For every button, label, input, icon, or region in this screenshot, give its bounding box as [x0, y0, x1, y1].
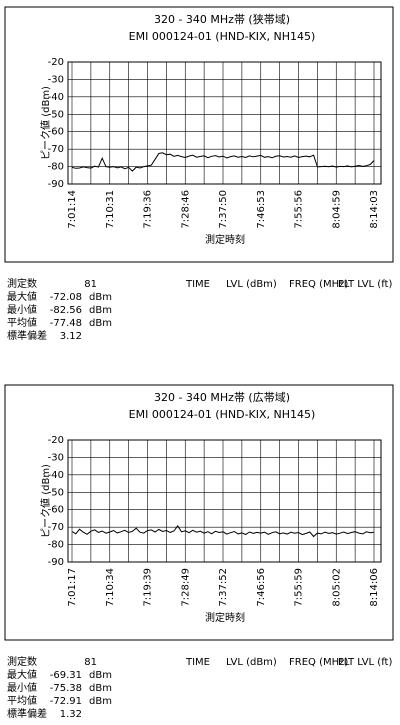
stat-value: -75.38 [50, 683, 82, 694]
y-tick-label: -70 [48, 144, 64, 155]
x-tick-label: 7:37:50 [218, 190, 229, 229]
stat-value: 81 [84, 279, 97, 290]
y-axis-label: ピーク値 (dBm) [39, 464, 52, 538]
stat-label: 最大値 [7, 290, 37, 303]
chart-title: 320 - 340 MHz帯 (広帯域) [154, 391, 290, 404]
stat-label: 測定数 [7, 655, 37, 668]
stat-unit: dBm [89, 305, 112, 316]
stat-value: -82.56 [50, 305, 82, 316]
stats-header: LVL (dBm) [226, 279, 277, 290]
stat-label: 最大値 [7, 668, 37, 681]
x-tick-label: 8:14:06 [369, 568, 380, 607]
stats-header: FLT LVL (ft) [338, 279, 392, 290]
stats-header: FREQ (MHz) [289, 657, 348, 668]
x-tick-label: 7:37:52 [218, 568, 229, 607]
y-tick-label: -40 [48, 92, 64, 103]
stat-unit: dBm [89, 696, 112, 707]
stat-unit: dBm [89, 292, 112, 303]
y-tick-label: -60 [48, 505, 64, 516]
y-tick-label: -30 [48, 74, 64, 85]
y-tick-label: -80 [48, 162, 64, 173]
stat-value: 3.12 [60, 331, 82, 342]
y-tick-label: -50 [48, 487, 64, 498]
stat-unit: dBm [89, 670, 112, 681]
data-line [71, 152, 375, 172]
y-tick-label: -30 [48, 452, 64, 463]
stats-header: FLT LVL (ft) [338, 657, 392, 668]
stats-header: TIME [185, 657, 210, 668]
x-tick-label: 7:46:53 [256, 190, 267, 229]
chart-frame [4, 6, 394, 263]
chart-subtitle: EMI 000124-01 (HND-KIX, NH145) [129, 30, 316, 43]
y-tick-label: -50 [48, 109, 64, 120]
x-tick-label: 7:55:59 [294, 568, 305, 607]
stat-label: 標準偏差 [7, 329, 47, 342]
x-tick-label: 7:19:36 [143, 190, 154, 229]
stat-value: -72.08 [50, 292, 82, 303]
stat-unit: dBm [89, 683, 112, 694]
stat-value: -69.31 [50, 670, 82, 681]
x-tick-label: 8:05:02 [331, 568, 342, 607]
y-axis-label: ピーク値 (dBm) [39, 86, 52, 160]
y-tick-label: -20 [48, 57, 64, 68]
x-tick-label: 7:01:14 [67, 190, 78, 229]
x-tick-label: 7:46:56 [256, 568, 267, 607]
x-tick-label: 7:28:46 [180, 190, 191, 229]
y-tick-label: -40 [48, 470, 64, 481]
x-tick-label: 8:04:59 [331, 190, 342, 229]
y-tick-label: -70 [48, 522, 64, 533]
y-tick-label: -60 [48, 127, 64, 138]
chart-title: 320 - 340 MHz帯 (狭帯域) [154, 13, 290, 26]
stat-value: 1.32 [60, 709, 82, 720]
stat-label: 平均値 [7, 316, 37, 329]
stat-label: 最小値 [7, 681, 37, 694]
stats-header: LVL (dBm) [226, 657, 277, 668]
x-tick-label: 7:01:17 [67, 568, 78, 607]
stat-value: 81 [84, 657, 97, 668]
stat-unit: dBm [89, 318, 112, 329]
y-tick-label: -90 [48, 179, 64, 190]
x-axis-label: 測定時刻 [205, 611, 245, 624]
stat-label: 最小値 [7, 303, 37, 316]
chart-subtitle: EMI 000124-01 (HND-KIX, NH145) [129, 408, 316, 421]
y-tick-label: -80 [48, 540, 64, 551]
y-tick-label: -90 [48, 557, 64, 568]
data-line [71, 525, 375, 538]
stat-label: 平均値 [7, 694, 37, 707]
x-tick-label: 7:19:39 [143, 568, 154, 607]
stat-label: 測定数 [7, 277, 37, 290]
stats-header: FREQ (MHz) [289, 279, 348, 290]
stats-header: TIME [185, 279, 210, 290]
x-tick-label: 7:10:34 [105, 568, 116, 607]
x-tick-label: 7:28:49 [180, 568, 191, 607]
y-tick-label: -20 [48, 435, 64, 446]
x-tick-label: 8:14:03 [369, 190, 380, 229]
plot-frame [67, 439, 382, 563]
stat-value: -77.48 [50, 318, 82, 329]
x-axis-label: 測定時刻 [205, 233, 245, 246]
x-tick-label: 7:10:31 [105, 190, 116, 229]
plot-frame [67, 61, 382, 185]
stat-label: 標準偏差 [7, 707, 47, 720]
x-tick-label: 7:55:56 [294, 190, 305, 229]
stat-value: -72.91 [50, 696, 82, 707]
chart-frame [4, 384, 394, 641]
